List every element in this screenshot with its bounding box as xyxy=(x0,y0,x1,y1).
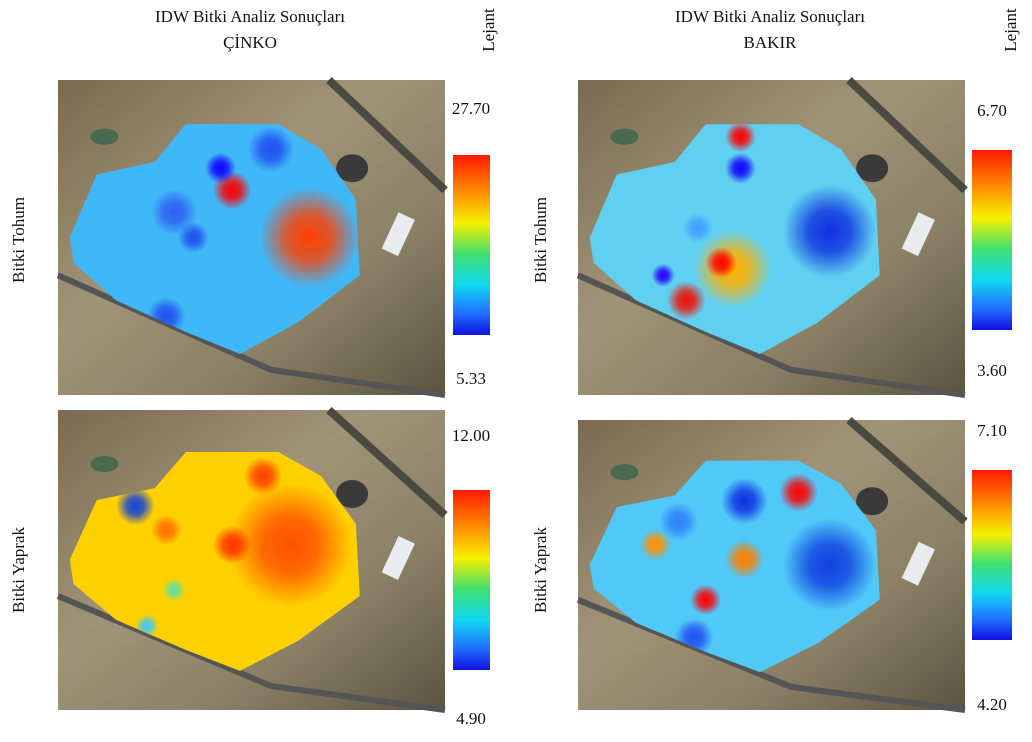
idw-map xyxy=(58,80,445,395)
figure: IDW Bitki Analiz Sonuçları ÇİNKO 27.70 5.33… xyxy=(0,0,1032,742)
legend-bar xyxy=(972,470,1012,640)
legend-title: Lejant xyxy=(479,8,498,52)
idw-hotspot xyxy=(721,478,767,524)
legend-min: 4.20 xyxy=(977,695,1007,714)
row-label: Bitki Yaprak xyxy=(9,527,28,613)
legend-min: 4.90 xyxy=(456,709,486,728)
idw-hotspot xyxy=(725,153,756,184)
idw-hotspot xyxy=(652,264,675,287)
idw-hotspot xyxy=(205,153,236,184)
idw-hotspot xyxy=(659,502,698,541)
idw-hotspot xyxy=(779,473,818,512)
idw-map xyxy=(58,410,445,710)
idw-hotspot xyxy=(690,584,721,615)
legend-bar xyxy=(453,155,490,335)
idw-hotspot xyxy=(244,457,283,496)
panel-subtitle: BAKIR xyxy=(744,33,798,52)
pond xyxy=(610,129,638,145)
idw-map xyxy=(578,80,965,395)
idw-hotspot xyxy=(725,121,756,152)
idw-hotspot xyxy=(682,213,713,244)
row-label: Bitki Tohum xyxy=(531,197,550,283)
idw-hotspot xyxy=(783,185,876,278)
row-label: Bitki Tohum xyxy=(9,197,28,283)
idw-hotspot xyxy=(151,515,182,546)
idw-map xyxy=(578,420,965,710)
panel-title: IDW Bitki Analiz Sonuçları xyxy=(155,7,345,26)
idw-hotspot xyxy=(162,578,185,601)
legend-bar xyxy=(453,490,490,670)
idw-hotspot xyxy=(178,222,209,253)
legend-bar xyxy=(972,150,1012,330)
idw-hotspot xyxy=(259,187,360,288)
idw-hotspot xyxy=(667,281,706,320)
idw-hotspot xyxy=(248,126,294,172)
panel-title: IDW Bitki Analiz Sonuçları xyxy=(675,7,865,26)
idw-hotspot xyxy=(725,540,764,579)
legend-max: 7.10 xyxy=(977,421,1007,440)
idw-hotspot xyxy=(213,526,252,565)
pond xyxy=(90,456,118,472)
legend-title: Lejant xyxy=(1001,8,1020,52)
idw-hotspot xyxy=(783,519,876,612)
pond xyxy=(90,129,118,145)
pond xyxy=(610,464,638,480)
legend-max: 12.00 xyxy=(452,426,490,445)
row-label: Bitki Yaprak xyxy=(531,527,550,613)
panel-subtitle: ÇİNKO xyxy=(223,33,277,52)
legend-min: 3.60 xyxy=(977,361,1007,380)
legend-max: 27.70 xyxy=(452,99,490,118)
idw-hotspot xyxy=(706,247,737,278)
legend-min: 5.33 xyxy=(456,369,486,388)
legend-max: 6.70 xyxy=(977,101,1007,120)
